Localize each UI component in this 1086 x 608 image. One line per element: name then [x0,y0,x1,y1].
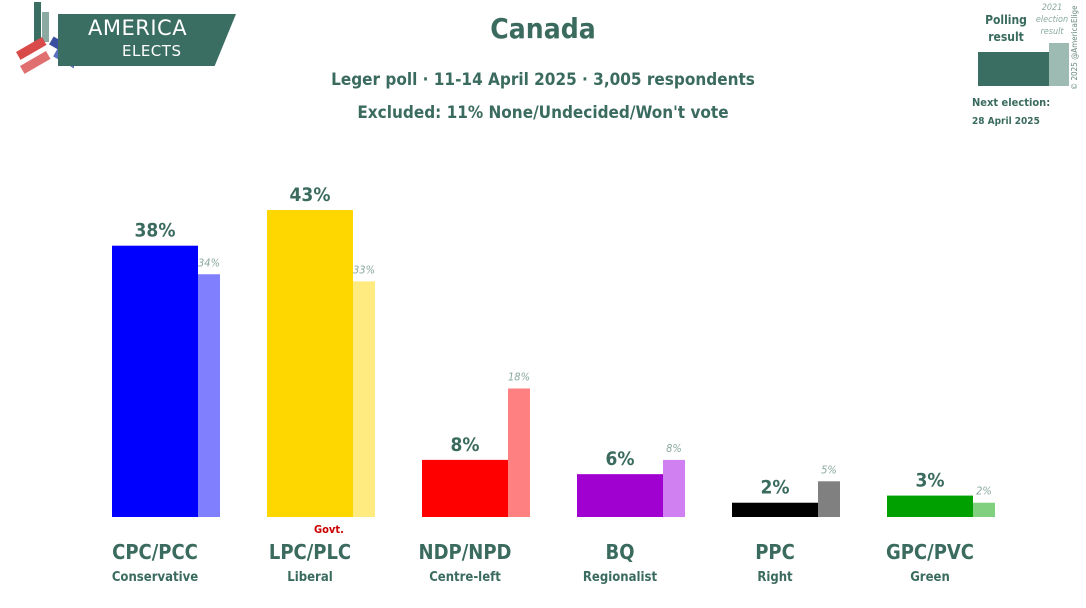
legend-election-label: 2021 election result [1035,3,1069,37]
category-sublabel-1: Liberal [287,570,333,585]
poll-value-label-5: 3% [915,470,944,492]
category-sublabel-0: Conservative [111,570,199,585]
bar-poll-1 [267,210,353,517]
poll-value-label-3: 6% [605,448,634,470]
excluded-note: Excluded: 11% None/Undecided/Won't vote [357,103,729,123]
legend: Polling result 2021 election result Next… [970,0,1086,135]
poll-value-label-1: 43% [290,184,331,206]
poll-value-label-4: 2% [760,477,789,499]
category-label-0: CPC/PCC [112,540,198,564]
category-label-4: PPC [755,540,795,564]
election-value-label-3: 8% [666,442,682,455]
next-election-date: 28 April 2025 [972,116,1040,127]
election-value-label-2: 18% [508,370,530,383]
logo-text-america: AMERICA [88,16,188,40]
poll-value-label-2: 8% [450,434,479,456]
america-elects-logo: AMERICA ELECTS [14,2,244,76]
poll-value-label-0: 38% [135,220,176,242]
govt-marker: Govt. [314,523,344,536]
bar-election-5 [973,502,995,517]
category-label-2: NDP/NPD [418,540,512,564]
bar-poll-4 [732,502,818,517]
legend-polling-label: Polling result [985,13,1027,44]
election-value-label-4: 5% [821,463,837,476]
logo-text-elects: ELECTS [122,42,182,60]
category-sublabel-3: Regionalist [582,570,658,585]
election-value-label-5: 2% [976,485,992,498]
category-sublabel-4: Right [757,570,793,585]
bar-election-0 [198,274,220,517]
bar-election-3 [663,459,685,517]
chart-title: Canada [490,12,596,45]
bar-poll-2 [422,459,508,517]
bar-poll-5 [887,495,973,517]
legend-election-swatch [1049,43,1069,86]
election-value-label-1: 33% [353,263,375,276]
category-sublabel-2: Centre-left [429,570,501,585]
category-label-3: BQ [605,540,635,564]
election-value-label-0: 34% [198,256,220,269]
bar-poll-3 [577,474,663,517]
bar-election-2 [508,388,530,517]
logo-banner [58,14,236,66]
bar-poll-0 [112,245,198,517]
category-sublabel-5: Green [910,570,950,585]
next-election-label: Next election: [972,96,1051,109]
category-label-1: LPC/PLC [268,540,352,564]
legend-polling-swatch [978,52,1049,86]
bar-election-4 [818,481,840,517]
poll-subtitle: Leger poll · 11-14 April 2025 · 3,005 re… [331,70,755,90]
category-label-5: GPC/PVC [885,540,975,564]
bar-election-1 [353,281,375,517]
